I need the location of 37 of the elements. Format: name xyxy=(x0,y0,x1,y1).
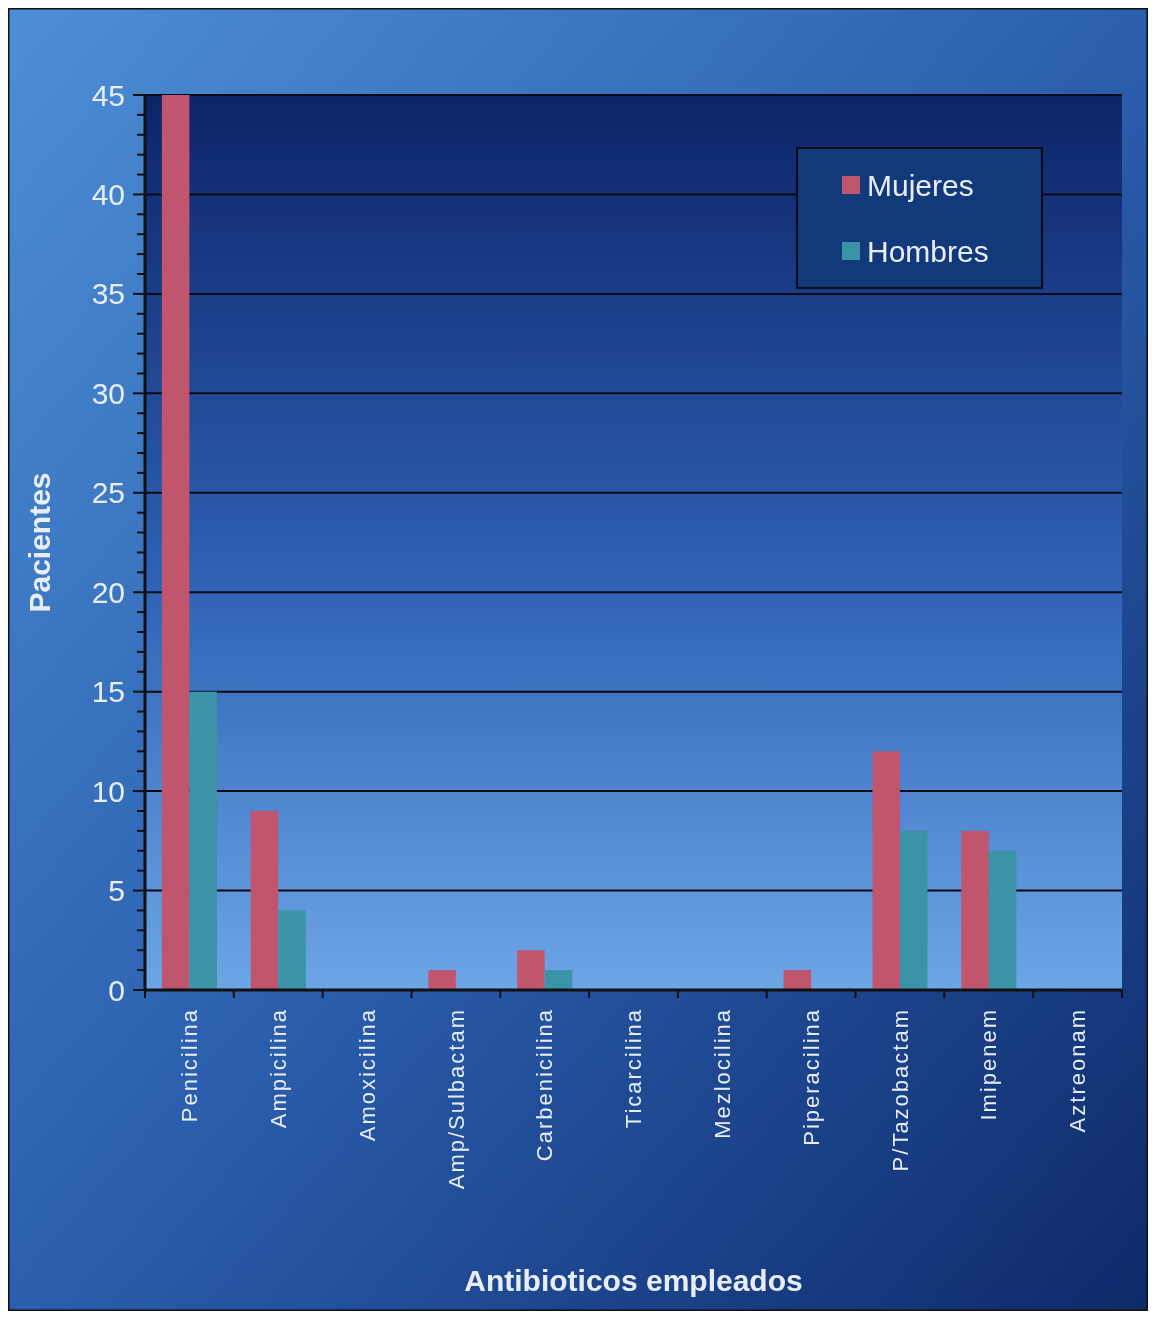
y-tick-label: 35 xyxy=(91,277,125,311)
bar xyxy=(783,970,812,990)
bar xyxy=(544,970,573,990)
bar xyxy=(899,830,928,990)
x-tick-label: Piperacilina xyxy=(798,1008,824,1146)
bar xyxy=(278,910,306,990)
legend-label: Mujeres xyxy=(867,168,974,202)
x-tick-label: Amp/Sulbactam xyxy=(443,1008,469,1190)
x-axis-title: Antibioticos empleados xyxy=(464,1264,803,1297)
y-tick-label: 10 xyxy=(91,774,125,808)
bar xyxy=(189,691,217,990)
legend-label: Hombres xyxy=(867,234,989,268)
y-tick-label: 40 xyxy=(91,177,125,211)
x-tick-label: Ampicilina xyxy=(265,1008,291,1129)
bar xyxy=(961,830,989,990)
bar xyxy=(988,850,1017,990)
x-tick-label: Ticarcilina xyxy=(621,1008,647,1129)
x-tick-label: P/Tazobactam xyxy=(887,1008,913,1172)
bar xyxy=(161,95,190,990)
bar xyxy=(872,751,900,990)
y-tick-label: 25 xyxy=(91,476,125,510)
x-tick-label: Aztreonam xyxy=(1065,1008,1091,1133)
y-tick-label: 15 xyxy=(91,675,125,709)
y-axis-title: Pacientes xyxy=(23,472,56,613)
x-tick-label: Carbenicilina xyxy=(532,1008,558,1162)
y-tick-label: 5 xyxy=(108,874,125,908)
bar xyxy=(517,950,545,990)
y-tick-label: 45 xyxy=(91,78,125,112)
x-tick-label: Penicilina xyxy=(177,1008,203,1123)
bar xyxy=(428,970,456,990)
bar xyxy=(250,811,279,990)
y-tick-label: 0 xyxy=(108,973,125,1007)
x-tick-label: Amoxicilina xyxy=(354,1008,380,1142)
x-tick-label: Mezlocilina xyxy=(710,1008,736,1139)
x-tick-label: Imipenem xyxy=(976,1008,1002,1121)
y-tick-label: 30 xyxy=(91,376,125,410)
y-tick-label: 20 xyxy=(91,575,125,609)
